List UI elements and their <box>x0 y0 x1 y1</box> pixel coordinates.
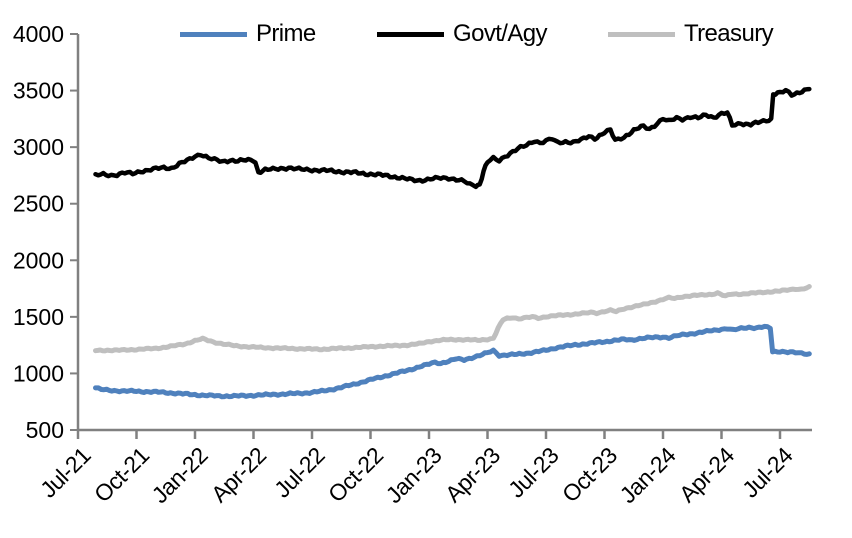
govt-agy-line-swatch-icon <box>377 31 444 37</box>
legend-item-govt-agy: Govt/Agy <box>377 20 548 48</box>
legend-label-govt-agy: Govt/Agy <box>453 20 548 47</box>
x-tick-label: Apr-22 <box>206 442 271 507</box>
x-tick-label: Jul-24 <box>737 442 798 503</box>
x-tick-label: Jul-21 <box>35 442 96 503</box>
legend-label-treasury: Treasury <box>684 20 774 47</box>
y-tick-label: 3500 <box>13 78 64 104</box>
x-tick-label: Jul-22 <box>269 442 330 503</box>
treasury-line-swatch-icon <box>608 31 675 37</box>
legend-label-prime: Prime <box>256 20 316 47</box>
prime-series-line <box>93 323 812 400</box>
legend-item-prime: Prime <box>180 20 316 48</box>
treasury-series-line <box>93 284 812 354</box>
govt-agy-series-line <box>93 86 812 190</box>
y-tick-label: 2000 <box>13 247 64 273</box>
y-tick-label: 3000 <box>13 134 64 160</box>
x-tick-label: Jan-24 <box>615 442 681 508</box>
x-tick-label: Apr-23 <box>440 442 505 507</box>
x-tick-label: Oct-21 <box>89 442 154 507</box>
x-tick-label: Jan-22 <box>147 442 213 508</box>
y-tick-label: 1500 <box>13 304 64 330</box>
x-tick-label: Apr-24 <box>674 442 740 508</box>
y-tick-label: 1000 <box>13 360 64 386</box>
y-tick-label: 2500 <box>13 191 64 217</box>
legend: Prime Govt/Agy Treasury <box>0 20 852 50</box>
x-tick-label: Jan-23 <box>381 442 447 508</box>
y-tick-label: 500 <box>26 417 64 443</box>
prime-line-swatch-icon <box>180 31 247 37</box>
x-tick-label: Oct-23 <box>557 442 622 507</box>
x-tick-label: Jul-23 <box>503 442 564 503</box>
y-tick-label: 4000 <box>13 21 64 47</box>
legend-item-treasury: Treasury <box>608 20 774 48</box>
x-tick-label: Oct-22 <box>323 442 388 507</box>
